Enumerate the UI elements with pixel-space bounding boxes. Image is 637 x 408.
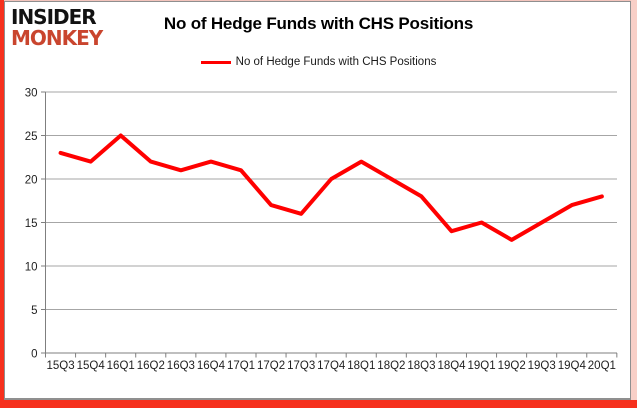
y-tick-label: 15 (25, 218, 38, 230)
x-tick-label: 16Q1 (107, 360, 135, 372)
logo-line-monkey: MONKEY (11, 26, 103, 50)
x-tick-label: 18Q3 (407, 360, 435, 372)
x-tick-label: 20Q1 (588, 360, 616, 372)
x-tick-label: 19Q4 (558, 360, 587, 372)
x-tick-label: 17Q1 (227, 360, 255, 372)
image-border-top (0, 0, 637, 1)
legend: No of Hedge Funds with CHS Positions (0, 56, 637, 68)
legend-label: No of Hedge Funds with CHS Positions (235, 56, 437, 68)
y-tick-label: 30 (25, 88, 38, 100)
y-tick-label: 25 (25, 131, 38, 143)
x-tick-label: 15Q4 (77, 360, 106, 372)
x-tick-label: 19Q3 (528, 360, 556, 372)
y-tick-label: 20 (25, 175, 38, 187)
y-tick-label: 5 (31, 305, 37, 317)
data-series-line (58, 133, 604, 242)
x-tick-label: 16Q3 (167, 360, 195, 372)
x-tick-label: 17Q2 (257, 360, 285, 372)
x-tick-label: 18Q1 (347, 360, 375, 372)
x-tick-label: 17Q4 (317, 360, 346, 372)
legend-line-swatch (200, 60, 231, 64)
y-tick-label: 10 (25, 262, 38, 274)
chart-title: No of Hedge Funds with CHS Positions (163, 14, 474, 33)
x-tick-label: 16Q4 (197, 360, 226, 372)
x-tick-label: 18Q2 (377, 360, 405, 372)
logo-line-insider: INSIDER (11, 5, 97, 29)
image-border-left (0, 0, 4, 408)
y-tick-label: 0 (31, 349, 37, 361)
image-border-bottom (0, 400, 637, 408)
insider-monkey-logo: INSIDER MONKEY (11, 5, 103, 50)
image-border-right (631, 0, 637, 408)
x-tick-label: 16Q2 (137, 360, 165, 372)
x-tick-label: 19Q1 (468, 360, 496, 372)
x-tick-label: 18Q4 (437, 360, 466, 372)
x-tick-label: 15Q3 (47, 360, 75, 372)
x-tick-label: 17Q3 (287, 360, 315, 372)
x-tick-label: 19Q2 (498, 360, 526, 372)
